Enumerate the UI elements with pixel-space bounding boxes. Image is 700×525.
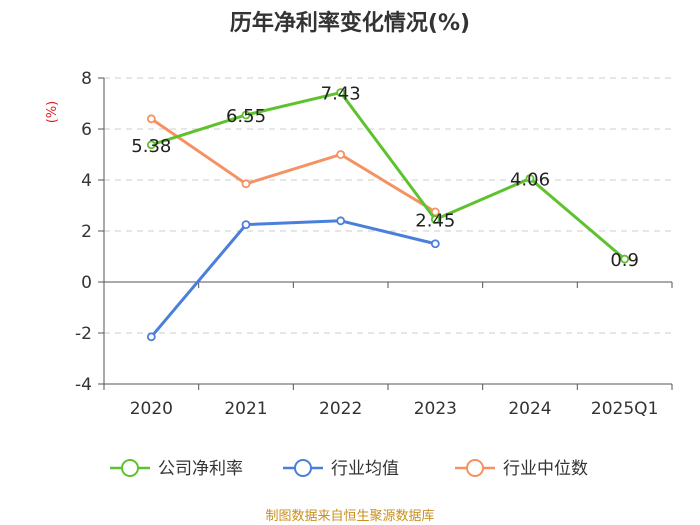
x-tick-label: 2023: [414, 399, 457, 419]
data-point[interactable]: [525, 174, 535, 183]
y-tick-label: -4: [75, 375, 92, 395]
x-tick-label: 2021: [224, 399, 267, 419]
data-labels: 5.38 6.55 7.43 2.45 4.06 0.9: [131, 84, 639, 272]
legend-item[interactable]: 行业中位数: [455, 459, 588, 479]
legend[interactable]: 公司净利率 行业均值 行业中位数: [110, 459, 588, 479]
data-label: 2.45: [415, 211, 455, 232]
legend-label: 行业中位数: [503, 459, 588, 479]
data-label: 4.06: [510, 169, 550, 190]
legend-label: 公司净利率: [158, 459, 243, 479]
data-point[interactable]: [336, 88, 346, 97]
x-tick-label: 2020: [130, 399, 173, 419]
data-label: 5.38: [131, 136, 171, 157]
y-tick-label: 6: [81, 120, 92, 140]
series-layer: [146, 88, 630, 342]
data-point[interactable]: [241, 110, 251, 120]
y-tick-label: -2: [75, 324, 92, 344]
series-line: [150, 117, 437, 214]
series-line: [150, 91, 626, 261]
y-tick-label: 2: [81, 222, 92, 242]
y-tick-label: 8: [81, 69, 92, 89]
chart-title: 历年净利率变化情况(%): [230, 10, 470, 36]
y-tick-label: 0: [81, 273, 92, 293]
data-point[interactable]: [241, 220, 251, 230]
data-point[interactable]: [336, 150, 346, 159]
data-point[interactable]: [146, 332, 156, 342]
data-point[interactable]: [241, 179, 251, 189]
legend-item[interactable]: 行业均值: [283, 459, 399, 479]
data-point[interactable]: [430, 215, 440, 224]
data-point[interactable]: [430, 239, 440, 249]
data-label: 6.55: [226, 106, 266, 127]
data-label: 7.43: [321, 84, 361, 105]
legend-marker-icon: [294, 459, 312, 477]
legend-marker-icon: [466, 459, 484, 477]
y-axis-label: (%): [45, 101, 60, 124]
legend-item[interactable]: 公司净利率: [110, 459, 243, 479]
x-tick-label: 2022: [319, 399, 362, 419]
x-tick-label: 2025Q1: [591, 399, 658, 419]
source-note: 制图数据来自恒生聚源数据库: [265, 508, 434, 524]
data-point[interactable]: [620, 254, 630, 264]
data-point[interactable]: [146, 140, 156, 150]
data-point[interactable]: [336, 216, 346, 226]
data-label: 0.9: [610, 250, 639, 271]
legend-marker-icon: [121, 459, 139, 477]
series-line: [150, 219, 436, 338]
legend-label: 行业均值: [331, 459, 399, 479]
axes: 8 6 4 2 0 -2 -4 2020 2021 2022 2023 2024 2025Q1: [75, 69, 673, 419]
y-tick-label: 4: [81, 171, 92, 191]
data-point[interactable]: [146, 114, 156, 124]
x-tick-label: 2024: [508, 399, 551, 419]
